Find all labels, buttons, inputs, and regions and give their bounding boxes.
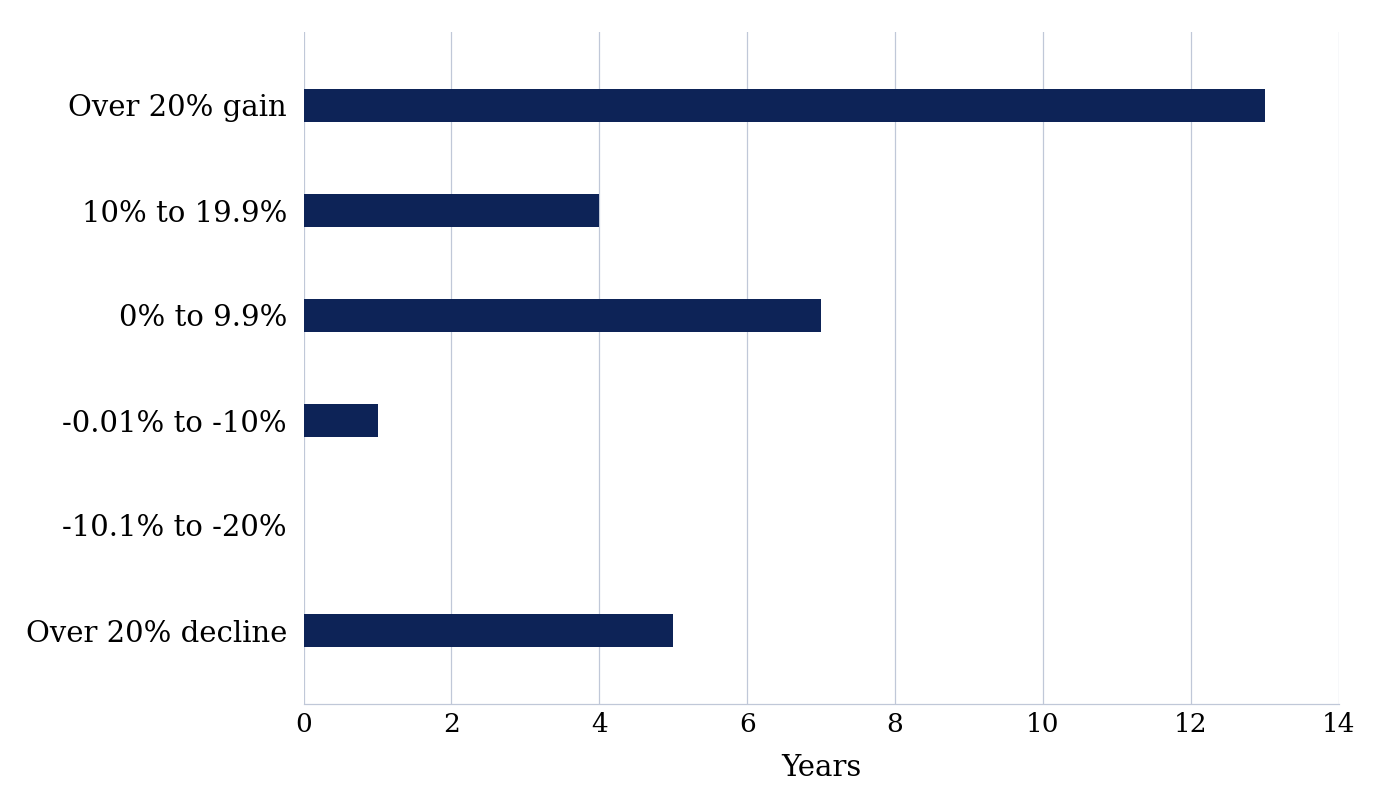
Bar	[304, 404, 378, 438]
Bar	[304, 194, 599, 227]
Bar	[304, 89, 1264, 122]
X-axis label: Years: Years	[781, 754, 861, 782]
Bar	[304, 614, 673, 647]
Bar	[304, 298, 821, 332]
